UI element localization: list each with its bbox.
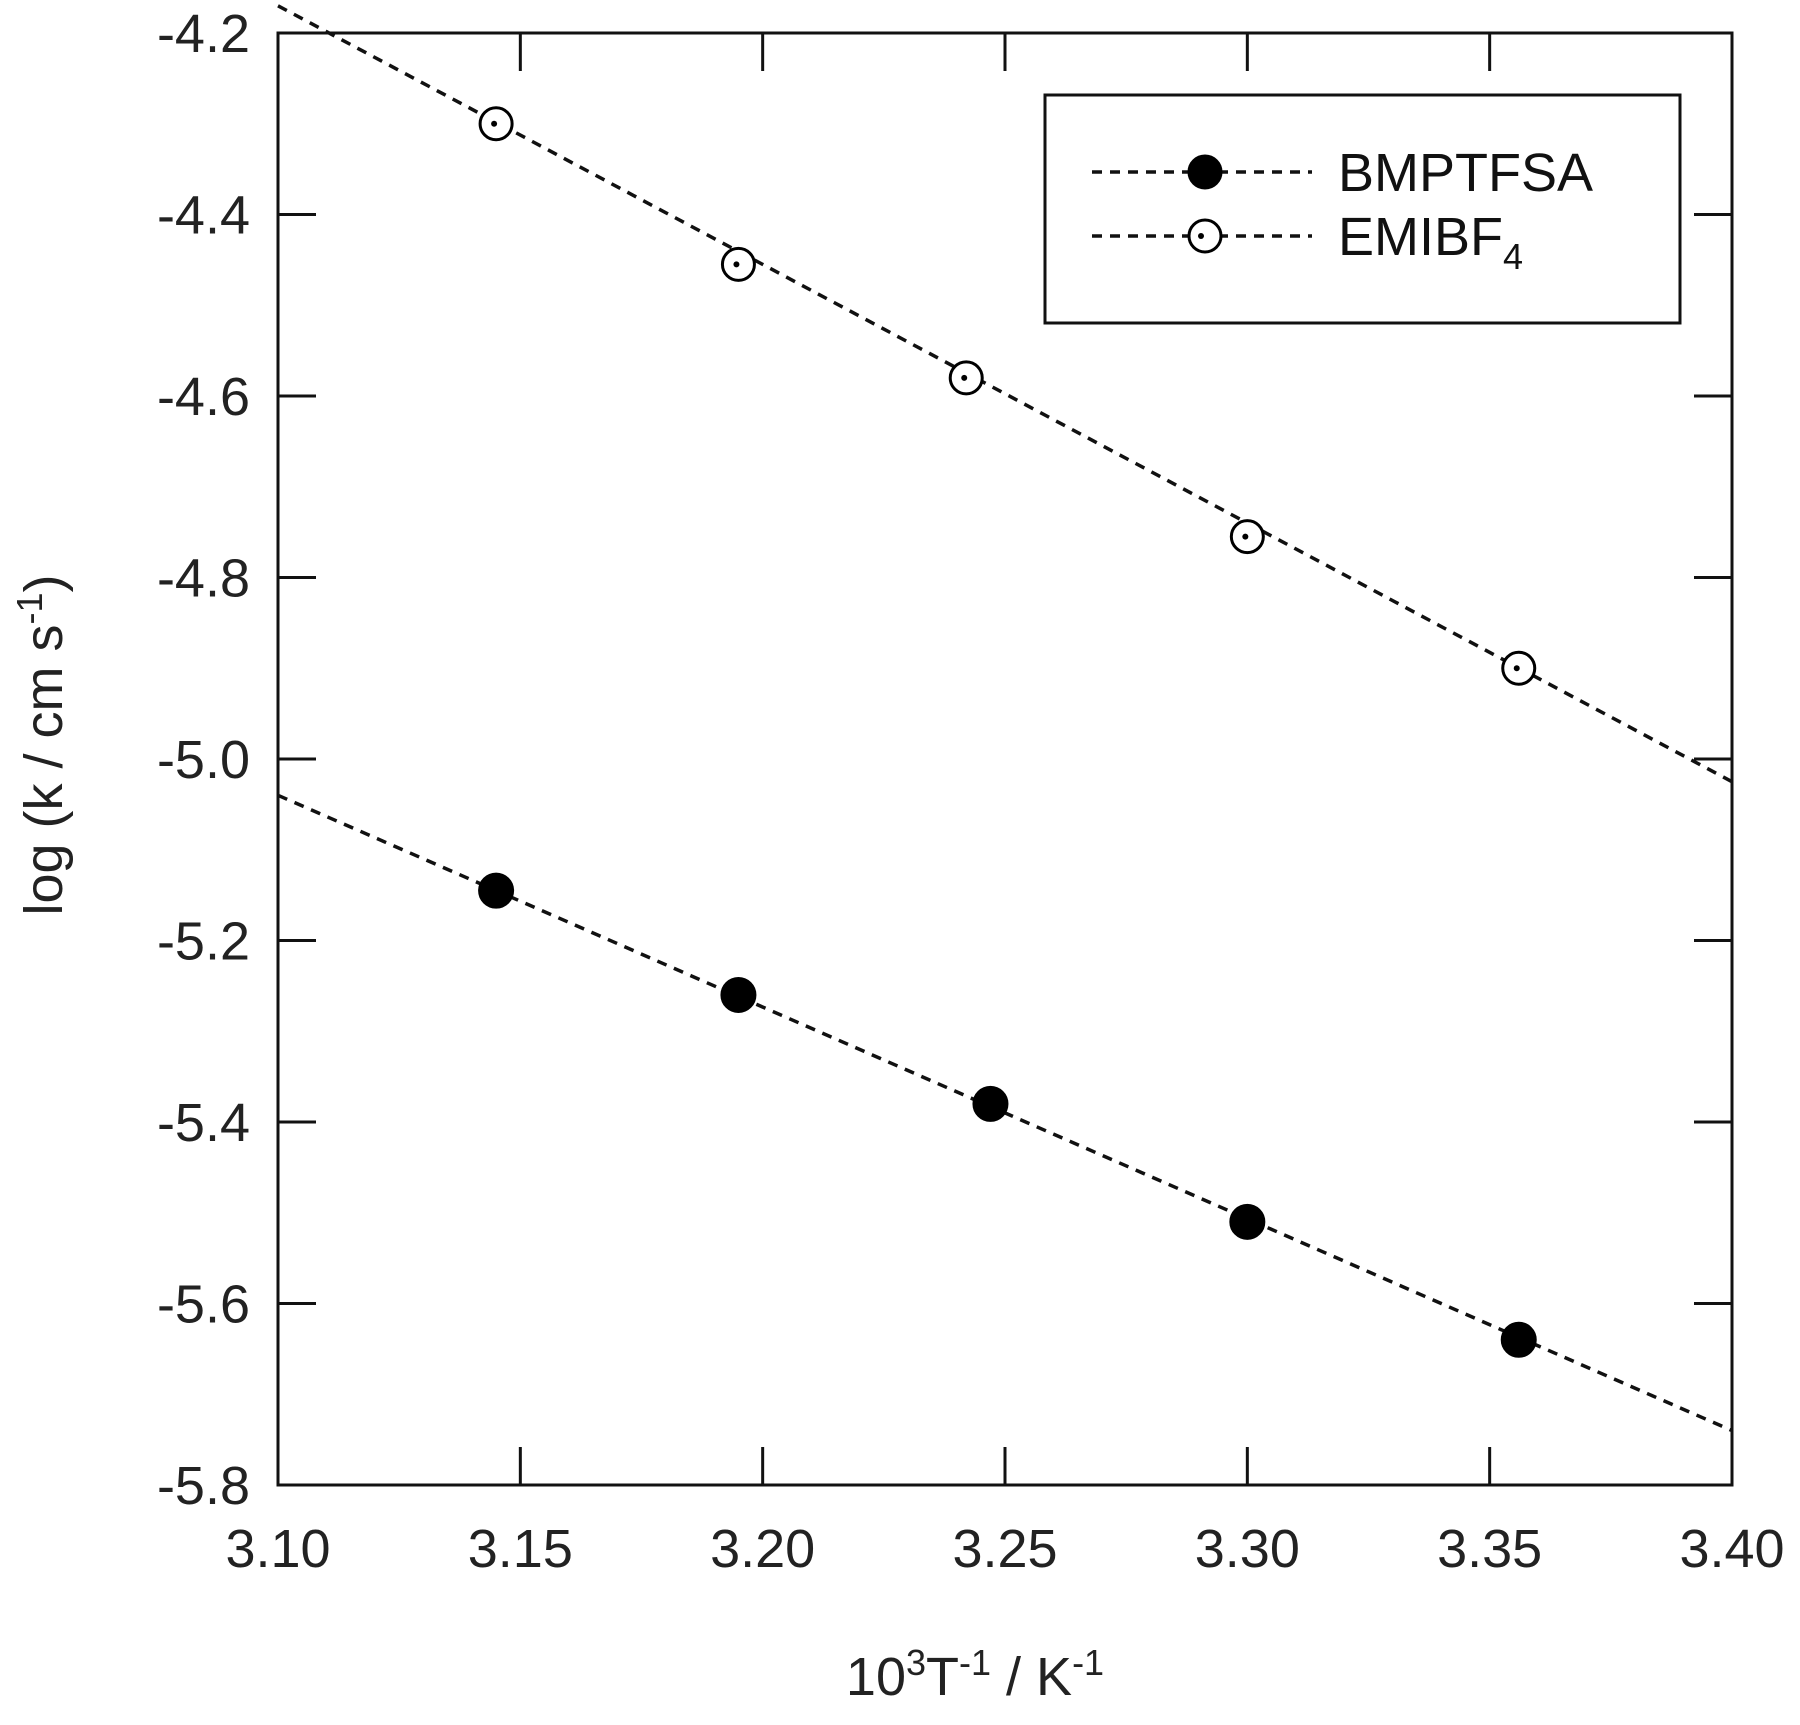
x-axis-title-mid: T <box>926 1647 959 1707</box>
data-point-center-emibf4 <box>491 120 498 127</box>
data-point-center-emibf4 <box>733 261 740 268</box>
y-tick-label: -5.0 <box>157 730 250 790</box>
data-point-center-emibf4 <box>1242 533 1249 540</box>
legend-label-bmptfsa: BMPTFSA <box>1338 143 1593 203</box>
data-point-bmptfsa <box>1500 1321 1537 1358</box>
y-tick-label: -4.6 <box>157 367 250 427</box>
data-point-bmptfsa <box>478 872 515 909</box>
y-axis-title-main: log (k / cm s <box>14 624 74 915</box>
legend: BMPTFSA EMIBF4 <box>1043 93 1682 325</box>
x-axis-title-sup2: -1 <box>959 1642 991 1683</box>
data-point-center-emibf4 <box>1513 665 1520 672</box>
y-axis-title-sup: -1 <box>9 592 50 624</box>
y-tick-label: -4.8 <box>157 549 250 609</box>
legend-marker-bmptfsa <box>1187 154 1223 190</box>
x-tick-label: 3.15 <box>468 1519 573 1579</box>
data-point-bmptfsa <box>720 976 757 1013</box>
data-point-bmptfsa <box>972 1085 1009 1122</box>
x-tick-label: 3.20 <box>710 1519 815 1579</box>
legend-label-emibf4: EMIBF4 <box>1338 207 1523 277</box>
data-markers <box>478 106 1537 1358</box>
y-tick-label: -5.2 <box>157 912 250 972</box>
y-axis-title: log (k / cm s-1) <box>9 574 74 915</box>
y-tick-label: -5.6 <box>157 1275 250 1335</box>
y-tick-label: -4.4 <box>157 186 250 246</box>
legend-marker-emibf4 <box>1187 218 1223 254</box>
fit-line-emibf4 <box>277 4 1733 784</box>
x-tick-label: 3.10 <box>225 1519 330 1579</box>
x-tick-label: 3.40 <box>1679 1519 1784 1579</box>
x-tick-label: 3.35 <box>1437 1519 1542 1579</box>
legend-label-emibf4-main: EMIBF <box>1338 207 1503 267</box>
legend-marker-emibf4-dot <box>1198 233 1204 239</box>
y-tick-label: -5.4 <box>157 1093 250 1153</box>
legend-box <box>1043 93 1682 325</box>
x-axis-title-sup1: 3 <box>906 1642 926 1683</box>
x-tick-label: 3.25 <box>952 1519 1057 1579</box>
x-axis-title: 103T-1 / K-1 <box>846 1642 1104 1707</box>
axis-ticks: 3.10 3.15 3.20 3.25 3.30 3.35 3.40 -4.2 -4.4 -4.6… <box>157 4 1785 1579</box>
x-axis-title-unit: / K <box>991 1647 1072 1707</box>
y-tick-label: -4.2 <box>157 4 250 64</box>
data-point-bmptfsa <box>1229 1203 1266 1240</box>
legend-label-emibf4-sub: 4 <box>1503 236 1523 277</box>
y-tick-label: -5.8 <box>157 1456 250 1516</box>
data-point-center-emibf4 <box>961 374 968 381</box>
x-axis-title-base: 10 <box>846 1647 906 1707</box>
plot-frame <box>276 31 1734 1487</box>
y-axis-title-end: ) <box>14 574 74 592</box>
x-axis-title-sup3: -1 <box>1072 1642 1104 1683</box>
x-tick-label: 3.30 <box>1195 1519 1300 1579</box>
